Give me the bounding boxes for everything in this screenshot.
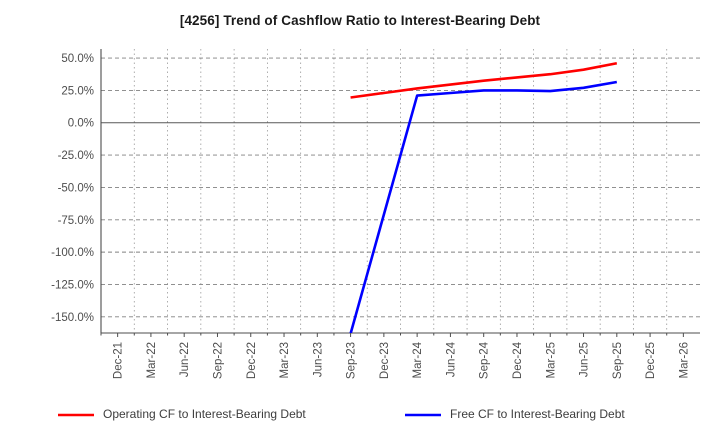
x-axis-tick-label: Mar-26	[678, 342, 690, 378]
y-axis-tick-label: -150.0%	[51, 312, 94, 324]
y-axis-tick-label: -75.0%	[58, 215, 94, 227]
x-axis-tick-label: Mar-22	[146, 342, 158, 378]
y-axis-tick-label: -50.0%	[58, 182, 94, 194]
y-axis-tick-label: 25.0%	[61, 85, 94, 97]
x-axis-tick-label: Sep-22	[212, 342, 224, 379]
legend-label-operating-cf: Operating CF to Interest-Bearing Debt	[103, 407, 306, 421]
x-axis-tick-label: Mar-23	[279, 342, 291, 378]
x-axis-tick-label: Sep-24	[479, 341, 491, 379]
x-axis-tick-label: Sep-23	[346, 342, 358, 379]
x-axis-tick-label: Dec-24	[512, 341, 524, 379]
x-axis-tick-label: Jun-22	[179, 342, 191, 377]
y-axis-tick-label: 0.0%	[68, 118, 94, 130]
series-line-free-cf	[349, 80, 618, 333]
x-axis-tick-label: Jun-25	[579, 342, 591, 377]
x-axis-tick-label: Jun-24	[445, 341, 457, 377]
y-axis-tick-label: -25.0%	[58, 150, 94, 162]
x-axis-tick-label: Mar-24	[412, 341, 424, 378]
series-line-operating-cf	[350, 61, 618, 99]
y-axis-tick-label: 50.0%	[61, 53, 94, 65]
x-axis-tick-label: Sep-25	[612, 342, 624, 379]
page-title: [4256] Trend of Cashflow Ratio to Intere…	[179, 13, 541, 28]
legend-label-free-cf: Free CF to Interest-Bearing Debt	[450, 407, 625, 421]
x-axis-tick-label: Dec-21	[113, 342, 125, 379]
x-axis-tick-label: Dec-22	[246, 342, 258, 379]
x-axis-tick-label: Jun-23	[312, 342, 324, 377]
x-axis-tick-label: Dec-23	[379, 342, 391, 379]
x-axis-tick-label: Dec-25	[645, 342, 657, 379]
y-axis-tick-label: -125.0%	[51, 279, 94, 291]
x-axis-tick-label: Mar-25	[545, 342, 557, 378]
y-axis-tick-label: -100.0%	[51, 247, 94, 259]
